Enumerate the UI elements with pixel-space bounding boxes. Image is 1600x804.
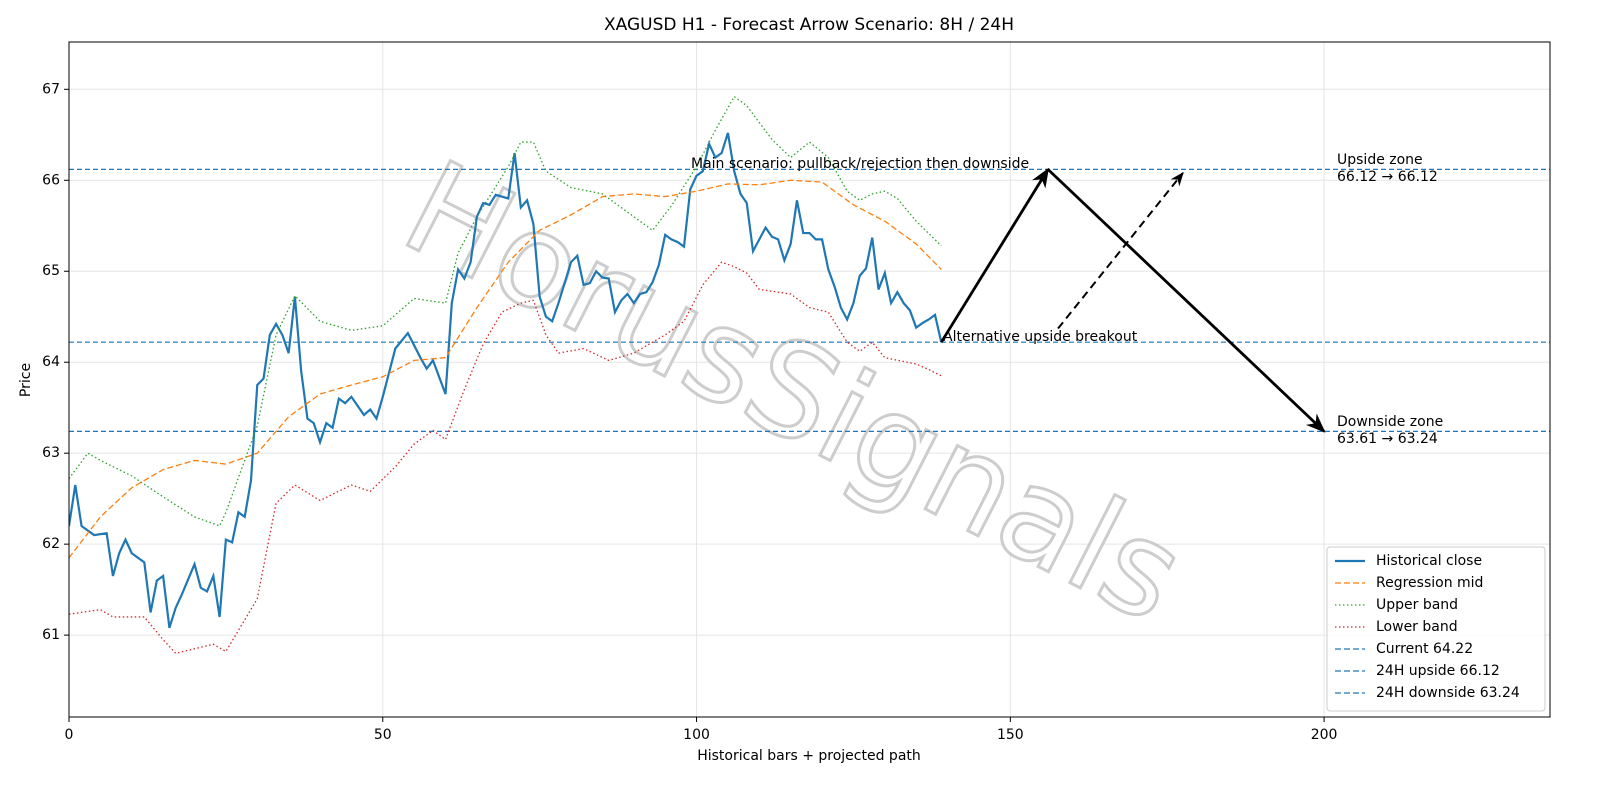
grid: 0 50 100 150 200 61 62 63 64 65 66 67 [42,42,1550,743]
y-tick-label: 64 [42,354,60,370]
x-axis-label: Historical bars + projected path [697,748,921,764]
y-tick-label: 62 [42,536,60,552]
forecast-arrow [1047,168,1326,433]
legend-box [1326,546,1546,712]
x-tick-label: 50 [374,727,392,743]
legend-label: Upper band [1376,597,1458,613]
legend-label: 24H upside 66.12 [1376,663,1500,679]
annotation: Downside zone [1337,414,1443,430]
x-tick-label: 150 [997,727,1024,743]
y-tick-label: 61 [42,627,60,643]
forecast-arrow [1057,171,1184,330]
annotation: Main scenario: pullback/rejection then d… [691,156,1029,172]
legend: Historical close Regression mid Upper band… [1326,546,1546,712]
legend-label: Regression mid [1376,575,1483,591]
legend-label: Current 64.22 [1376,641,1473,657]
series-line [69,179,942,559]
y-tick-label: 63 [42,445,60,461]
annotation: 63.61 → 63.24 [1337,431,1438,447]
plot-frame [68,41,1551,718]
chart-title: XAGUSD H1 - Forecast Arrow Scenario: 8H … [604,15,1014,35]
plot-area [69,95,1550,655]
legend-label: Historical close [1376,553,1482,569]
series-line [69,132,943,629]
x-tick-label: 0 [65,727,74,743]
y-axis-label: Price [18,363,34,397]
y-tick-label: 66 [42,172,60,188]
annotation: Alternative upside breakout [943,329,1138,345]
forecast-arrow [940,167,1050,343]
x-tick-label: 100 [683,727,710,743]
annotations: Main scenario: pullback/rejection then d… [691,152,1443,447]
legend-label: 24H downside 63.24 [1376,685,1520,701]
y-tick-label: 67 [42,81,60,97]
legend-label: Lower band [1376,619,1458,635]
watermark: HorusSignals [382,131,1207,651]
annotation: Upside zone [1337,152,1423,168]
y-tick-label: 65 [42,263,60,279]
x-tick-label: 200 [1311,727,1338,743]
annotation: 66.12 → 66.12 [1337,169,1438,185]
